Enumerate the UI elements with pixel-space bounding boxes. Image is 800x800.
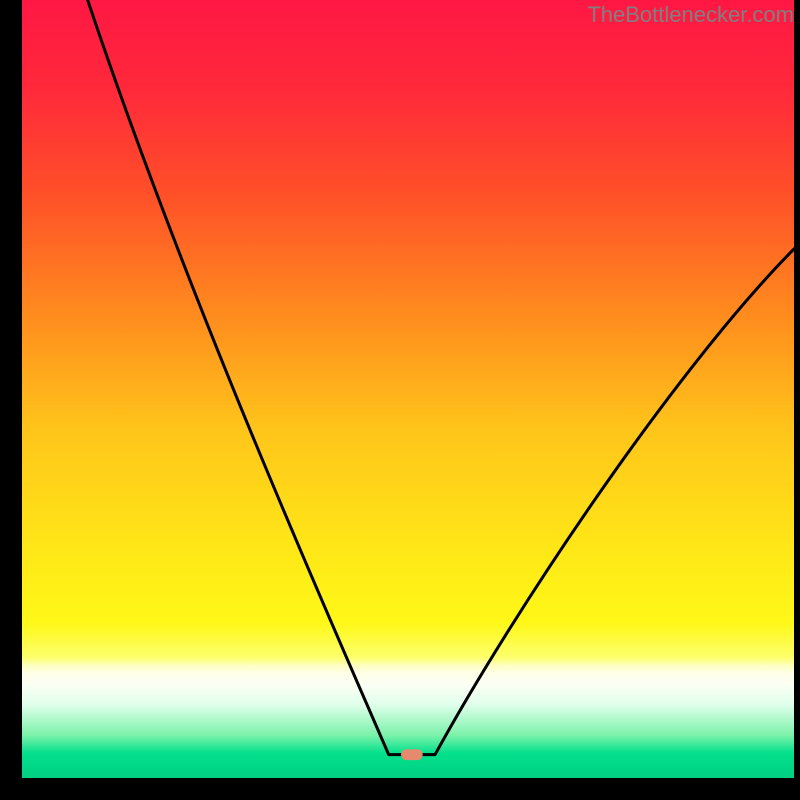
- optimal-point-marker: [401, 749, 423, 760]
- chart-container: TheBottlenecker.com: [0, 0, 800, 800]
- bottleneck-chart: [0, 0, 800, 800]
- plot-background-gradient: [22, 0, 794, 778]
